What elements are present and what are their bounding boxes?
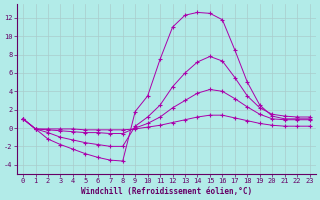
X-axis label: Windchill (Refroidissement éolien,°C): Windchill (Refroidissement éolien,°C) <box>81 187 252 196</box>
